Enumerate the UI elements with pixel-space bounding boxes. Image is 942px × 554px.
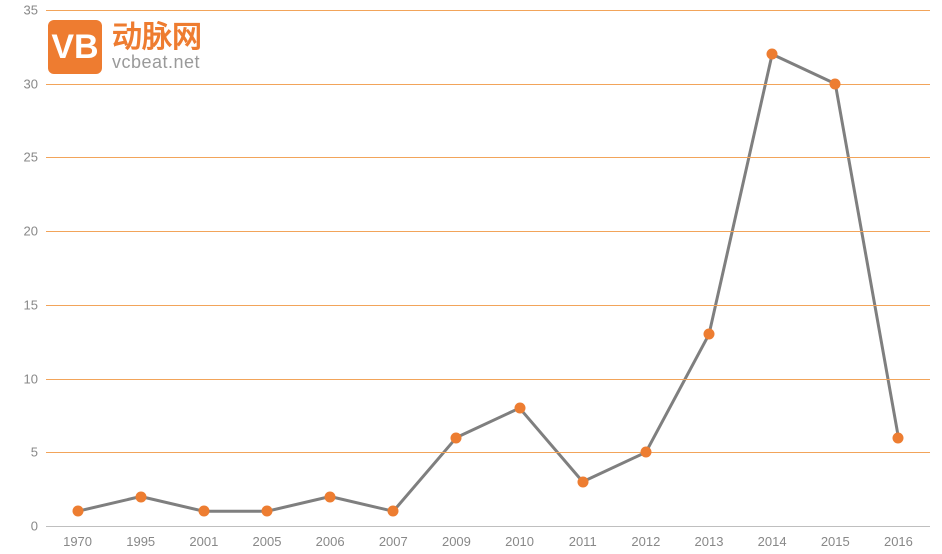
data-marker — [135, 491, 146, 502]
chart-container: VB 动脉网 vcbeat.net 0 5 10 15 20 25 30 35 1970 1995… — [0, 0, 942, 554]
y-axis-tick: 5 — [0, 445, 38, 460]
data-marker — [514, 403, 525, 414]
x-axis-tick: 2010 — [505, 534, 534, 549]
y-axis-tick: 20 — [0, 224, 38, 239]
y-axis-tick: 10 — [0, 371, 38, 386]
y-axis-tick: 0 — [0, 519, 38, 534]
data-marker — [388, 506, 399, 517]
x-axis-tick: 1995 — [126, 534, 155, 549]
x-axis-tick: 2009 — [442, 534, 471, 549]
x-axis-tick: 2015 — [821, 534, 850, 549]
gridline — [46, 452, 930, 453]
gridline — [46, 10, 930, 11]
y-axis-tick: 30 — [0, 76, 38, 91]
data-marker — [893, 432, 904, 443]
logo-text-group: 动脉网 vcbeat.net — [112, 23, 202, 71]
data-marker — [451, 432, 462, 443]
logo-en-text: vcbeat.net — [112, 53, 202, 71]
line-path — [78, 54, 899, 511]
data-marker — [325, 491, 336, 502]
data-marker — [262, 506, 273, 517]
x-axis-tick: 1970 — [63, 534, 92, 549]
gridline — [46, 231, 930, 232]
data-marker — [640, 447, 651, 458]
data-marker — [577, 476, 588, 487]
data-marker — [830, 78, 841, 89]
x-axis-tick: 2001 — [189, 534, 218, 549]
logo-vb-icon-text: VB — [51, 28, 98, 67]
gridline — [46, 84, 930, 85]
logo-vb-icon: VB — [48, 20, 102, 74]
logo-cn-text: 动脉网 — [112, 23, 202, 53]
x-axis-tick: 2016 — [884, 534, 913, 549]
x-axis-tick: 2007 — [379, 534, 408, 549]
gridline — [46, 379, 930, 380]
gridline — [46, 157, 930, 158]
x-axis-tick: 2012 — [631, 534, 660, 549]
y-axis-tick: 35 — [0, 3, 38, 18]
x-axis-tick: 2005 — [253, 534, 282, 549]
x-axis-tick: 2011 — [569, 534, 597, 549]
y-axis-tick: 15 — [0, 297, 38, 312]
gridline — [46, 526, 930, 527]
data-marker — [704, 329, 715, 340]
data-marker — [767, 49, 778, 60]
vcbeat-logo: VB 动脉网 vcbeat.net — [48, 20, 202, 74]
data-marker — [198, 506, 209, 517]
line-series-svg — [46, 10, 930, 526]
x-axis-tick: 2014 — [758, 534, 787, 549]
y-axis-tick: 25 — [0, 150, 38, 165]
gridline — [46, 305, 930, 306]
x-axis-tick: 2006 — [316, 534, 345, 549]
plot-area — [46, 10, 930, 526]
data-marker — [72, 506, 83, 517]
x-axis-tick: 2013 — [695, 534, 724, 549]
